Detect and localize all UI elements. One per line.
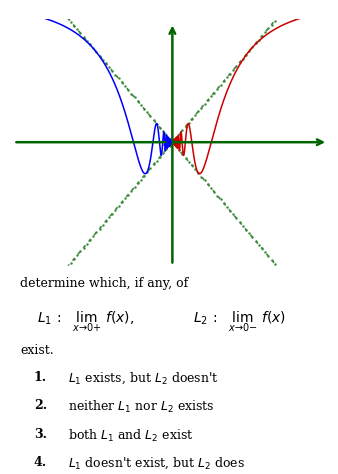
Text: determine which, if any, of: determine which, if any, of: [20, 277, 189, 290]
Text: $L_1$ exists, but $L_2$ doesn't: $L_1$ exists, but $L_2$ doesn't: [68, 371, 218, 386]
Text: neither $L_1$ nor $L_2$ exists: neither $L_1$ nor $L_2$ exists: [68, 399, 214, 415]
Text: both $L_1$ and $L_2$ exist: both $L_1$ and $L_2$ exist: [68, 428, 193, 444]
Text: 2.: 2.: [34, 399, 47, 412]
Text: $L_1$ doesn't exist, but $L_2$ does: $L_1$ doesn't exist, but $L_2$ does: [68, 456, 245, 472]
Text: exist.: exist.: [20, 344, 54, 357]
Text: $L_1\,:\ \ \lim_{x\to 0+}\ f(x),$: $L_1\,:\ \ \lim_{x\to 0+}\ f(x),$: [37, 310, 135, 334]
Text: 3.: 3.: [34, 428, 47, 441]
Text: 1.: 1.: [34, 371, 47, 384]
Text: 4.: 4.: [34, 456, 47, 469]
Text: $L_2\,:\ \ \lim_{x\to 0-}\ f(x)$: $L_2\,:\ \ \lim_{x\to 0-}\ f(x)$: [193, 310, 286, 334]
